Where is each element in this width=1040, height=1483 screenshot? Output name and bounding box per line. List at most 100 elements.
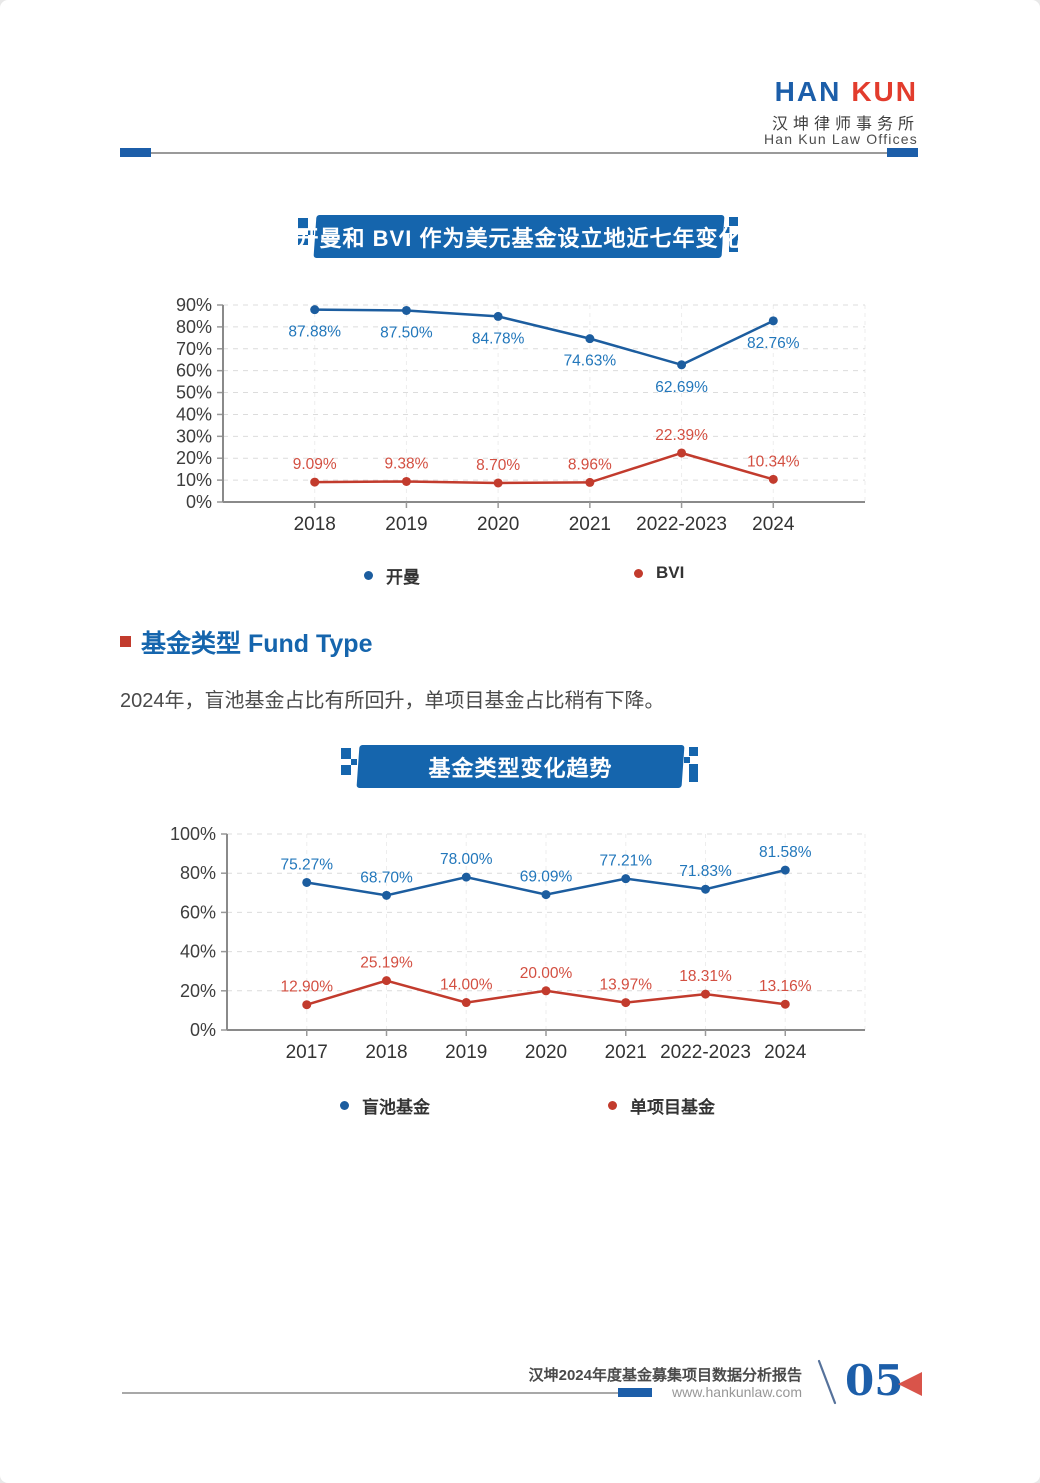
svg-text:68.70%: 68.70% — [360, 869, 413, 886]
svg-text:77.21%: 77.21% — [599, 853, 652, 870]
banner-deco-square — [298, 218, 308, 229]
legend-dot-blue — [340, 1101, 349, 1110]
chart1-title: 开曼和 BVI 作为美元基金设立地近七年变化 — [296, 225, 742, 251]
banner-deco-square — [341, 765, 351, 775]
svg-text:2018: 2018 — [294, 514, 336, 535]
svg-text:87.50%: 87.50% — [380, 324, 433, 341]
line-chart-fund-type: 0% 20% 40% 60% 80% 100% 2017 2018 2019 2020 2021 20… — [130, 820, 890, 1070]
banner-deco-square — [684, 757, 690, 763]
banner-deco-square — [689, 747, 698, 756]
svg-text:81.58%: 81.58% — [759, 844, 812, 861]
logo-english-name: Han Kun Law Offices — [763, 131, 918, 147]
svg-text:2024: 2024 — [752, 514, 795, 535]
svg-text:60%: 60% — [180, 902, 216, 922]
svg-text:80%: 80% — [176, 317, 212, 337]
svg-text:2019: 2019 — [445, 1042, 487, 1063]
svg-text:90%: 90% — [176, 295, 212, 315]
legend-dot-red — [608, 1101, 617, 1110]
svg-text:50%: 50% — [176, 383, 212, 403]
svg-text:69.09%: 69.09% — [520, 869, 573, 886]
svg-text:80%: 80% — [180, 863, 216, 883]
header-divider-accent-left — [120, 148, 151, 157]
svg-text:0%: 0% — [186, 492, 212, 512]
svg-text:0%: 0% — [190, 1020, 216, 1040]
svg-text:60%: 60% — [176, 361, 212, 381]
svg-text:9.09%: 9.09% — [293, 456, 337, 473]
svg-text:12.90%: 12.90% — [280, 979, 333, 996]
svg-text:25.19%: 25.19% — [360, 955, 413, 972]
logo-text-han: HAN — [774, 76, 842, 107]
hankun-logo: HAN KUN — [775, 76, 918, 108]
svg-text:18.31%: 18.31% — [679, 968, 732, 985]
svg-text:8.70%: 8.70% — [476, 457, 520, 474]
svg-text:2020: 2020 — [525, 1042, 567, 1063]
svg-text:2020: 2020 — [477, 514, 519, 535]
legend-item-bvi: BVI — [634, 563, 684, 583]
page-left-triangle-icon — [898, 1372, 922, 1396]
page-number: 05 — [845, 1356, 904, 1405]
svg-text:74.63%: 74.63% — [564, 353, 617, 370]
svg-text:8.96%: 8.96% — [568, 456, 612, 473]
svg-text:10%: 10% — [176, 470, 212, 490]
svg-text:40%: 40% — [176, 404, 212, 424]
chart1-title-banner: 开曼和 BVI 作为美元基金设立地近七年变化 — [296, 215, 742, 258]
banner-deco-square — [724, 227, 730, 233]
svg-text:75.27%: 75.27% — [280, 856, 333, 873]
chart2-title: 基金类型变化趋势 — [428, 755, 613, 781]
legend-item-single-project: 单项目基金 — [608, 1093, 715, 1118]
section-paragraph: 2024年，盲池基金占比有所回升，单项目基金占比稍有下降。 — [120, 690, 665, 712]
banner-deco-square — [729, 234, 738, 252]
svg-text:2022-2023: 2022-2023 — [660, 1042, 751, 1063]
footer-slash-icon — [816, 1358, 838, 1411]
banner-deco-square — [308, 229, 314, 235]
legend-dot-blue — [364, 571, 373, 580]
banner-deco-square — [689, 764, 698, 782]
banner-deco-square — [729, 217, 738, 226]
svg-text:13.97%: 13.97% — [599, 977, 652, 994]
legend-label: 盲池基金 — [362, 1098, 430, 1117]
svg-text:87.88%: 87.88% — [288, 324, 341, 341]
legend-label: BVI — [656, 563, 685, 582]
svg-text:13.16%: 13.16% — [759, 978, 812, 995]
footer-divider-accent — [618, 1388, 652, 1397]
svg-text:2018: 2018 — [365, 1042, 407, 1063]
section-title: 基金类型 Fund Type — [141, 630, 373, 658]
footer-report-title: 汉坤2024年度基金募集项目数据分析报告 — [528, 1367, 802, 1384]
svg-text:2022-2023: 2022-2023 — [636, 514, 727, 535]
legend-label: 开曼 — [386, 568, 420, 587]
logo-text-kun: KUN — [851, 76, 918, 107]
banner-deco-square — [341, 748, 351, 759]
svg-text:10.34%: 10.34% — [747, 453, 800, 470]
legend-item-blind-pool: 盲池基金 — [340, 1093, 430, 1118]
svg-text:62.69%: 62.69% — [655, 379, 708, 396]
banner-deco-square — [298, 235, 308, 245]
svg-text:30%: 30% — [176, 426, 212, 446]
logo-chinese-name: 汉坤律师事务所 — [771, 116, 919, 133]
svg-text:84.78%: 84.78% — [472, 330, 525, 347]
svg-text:82.76%: 82.76% — [747, 335, 800, 352]
legend-label: 单项目基金 — [630, 1098, 715, 1117]
svg-text:2019: 2019 — [385, 514, 427, 535]
header-divider-line — [120, 152, 918, 154]
svg-text:2017: 2017 — [286, 1042, 328, 1063]
footer-website: www.hankunlaw.com — [672, 1384, 802, 1400]
legend-item-kaiman: 开曼 — [364, 563, 420, 588]
svg-text:70%: 70% — [176, 339, 212, 359]
svg-text:40%: 40% — [180, 942, 216, 962]
svg-text:78.00%: 78.00% — [440, 851, 493, 868]
svg-text:100%: 100% — [170, 824, 216, 844]
line-chart-cayman-bvi: 0% 10% 20% 30% 40% 50% 60% 70% 80% 90% 2018 2019 202… — [130, 285, 890, 535]
footer-divider-line — [122, 1392, 652, 1394]
svg-text:14.00%: 14.00% — [440, 977, 493, 994]
header-divider-accent-right — [887, 148, 918, 157]
svg-text:2021: 2021 — [569, 514, 611, 535]
banner-deco-square — [351, 759, 357, 765]
svg-text:2024: 2024 — [764, 1042, 807, 1063]
svg-text:20%: 20% — [180, 981, 216, 1001]
svg-text:20.00%: 20.00% — [520, 965, 573, 982]
svg-text:71.83%: 71.83% — [679, 863, 732, 880]
legend-dot-red — [634, 568, 643, 578]
section-bullet-icon — [120, 636, 131, 647]
svg-text:2021: 2021 — [605, 1042, 647, 1063]
